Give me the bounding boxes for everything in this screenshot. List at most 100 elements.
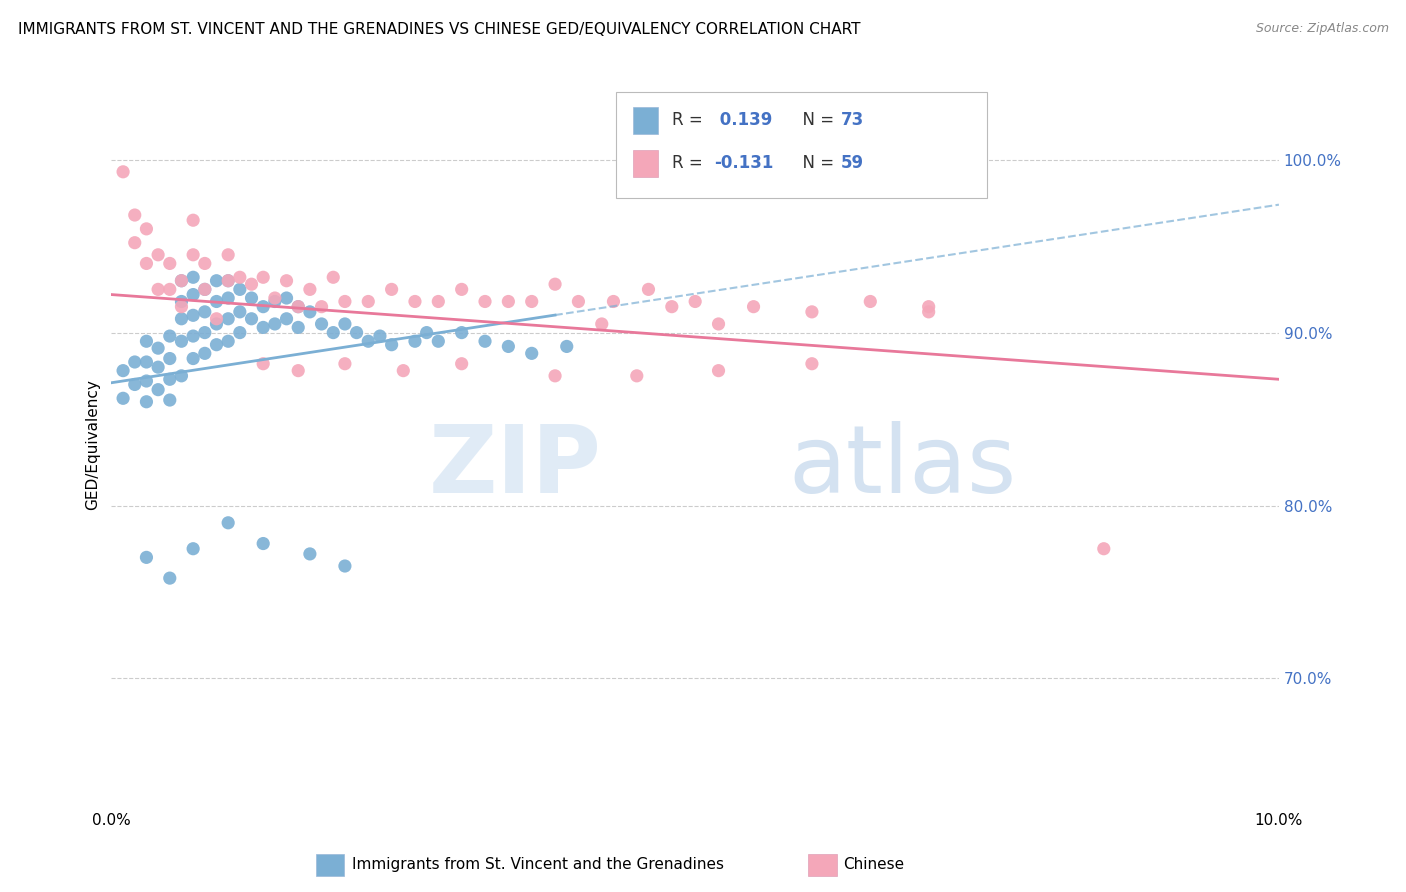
Point [159, 392, 181, 407]
Point [637, 282, 659, 296]
Point [298, 282, 321, 296]
Text: N =: N = [792, 154, 839, 172]
Point [298, 305, 321, 319]
Point [707, 317, 730, 331]
Point [287, 320, 309, 334]
Point [159, 571, 181, 585]
Text: 0.139: 0.139 [714, 112, 773, 129]
Point [555, 339, 578, 353]
Point [427, 334, 450, 349]
Point [322, 270, 344, 285]
Point [170, 294, 193, 309]
Point [404, 334, 426, 349]
Point [707, 364, 730, 378]
Point [205, 317, 228, 331]
Point [135, 394, 157, 409]
Point [520, 346, 543, 360]
Point [217, 516, 239, 530]
Point [381, 337, 404, 351]
Point [181, 287, 204, 301]
Point [381, 282, 404, 296]
Point [252, 357, 274, 371]
Point [450, 326, 472, 340]
Point [181, 329, 204, 343]
Text: Immigrants from St. Vincent and the Grenadines: Immigrants from St. Vincent and the Gren… [352, 857, 724, 871]
Point [217, 248, 239, 262]
Point [229, 282, 252, 296]
Point [146, 383, 169, 397]
Y-axis label: GED/Equivalency: GED/Equivalency [86, 380, 100, 510]
Point [287, 300, 309, 314]
Point [298, 547, 321, 561]
Point [146, 248, 169, 262]
Point [229, 326, 252, 340]
Text: ZIP: ZIP [429, 421, 602, 513]
Point [181, 541, 204, 556]
Point [124, 235, 146, 250]
Point [181, 308, 204, 322]
Point [357, 334, 380, 349]
Point [276, 291, 298, 305]
Point [205, 337, 228, 351]
Point [333, 559, 356, 574]
Point [217, 291, 239, 305]
Point [311, 300, 333, 314]
Point [124, 377, 146, 392]
Point [333, 294, 356, 309]
Point [146, 282, 169, 296]
Point [170, 311, 193, 326]
Point [252, 300, 274, 314]
Text: Source: ZipAtlas.com: Source: ZipAtlas.com [1256, 22, 1389, 36]
Text: R =: R = [672, 112, 709, 129]
Text: Chinese: Chinese [844, 857, 904, 871]
Point [181, 213, 204, 227]
Point [368, 329, 391, 343]
Point [567, 294, 589, 309]
Point [181, 270, 204, 285]
Point [498, 339, 520, 353]
Point [474, 334, 496, 349]
Point [544, 277, 567, 292]
Point [170, 334, 193, 349]
Point [392, 364, 415, 378]
Point [146, 341, 169, 355]
Point [918, 305, 941, 319]
Point [287, 364, 309, 378]
Point [287, 300, 309, 314]
Point [217, 334, 239, 349]
Point [252, 536, 274, 550]
Point [602, 294, 624, 309]
Point [181, 351, 204, 366]
Point [240, 277, 263, 292]
Point [322, 326, 344, 340]
Point [450, 282, 472, 296]
Point [404, 294, 426, 309]
Point [194, 282, 217, 296]
Point [170, 368, 193, 383]
Point [159, 372, 181, 386]
Point [276, 311, 298, 326]
Point [135, 374, 157, 388]
Point [205, 311, 228, 326]
Point [159, 256, 181, 270]
Point [124, 208, 146, 222]
Point [415, 326, 437, 340]
Point [217, 274, 239, 288]
Point [112, 392, 135, 406]
Point [252, 270, 274, 285]
Point [240, 311, 263, 326]
Point [800, 305, 823, 319]
Point [194, 326, 217, 340]
Point [357, 294, 380, 309]
Point [544, 368, 567, 383]
Point [135, 550, 157, 565]
Text: N =: N = [792, 112, 839, 129]
Point [229, 270, 252, 285]
Point [683, 294, 706, 309]
Point [194, 305, 217, 319]
Point [742, 300, 765, 314]
Point [135, 334, 157, 349]
Point [170, 274, 193, 288]
Point [112, 364, 135, 378]
Point [263, 317, 285, 331]
